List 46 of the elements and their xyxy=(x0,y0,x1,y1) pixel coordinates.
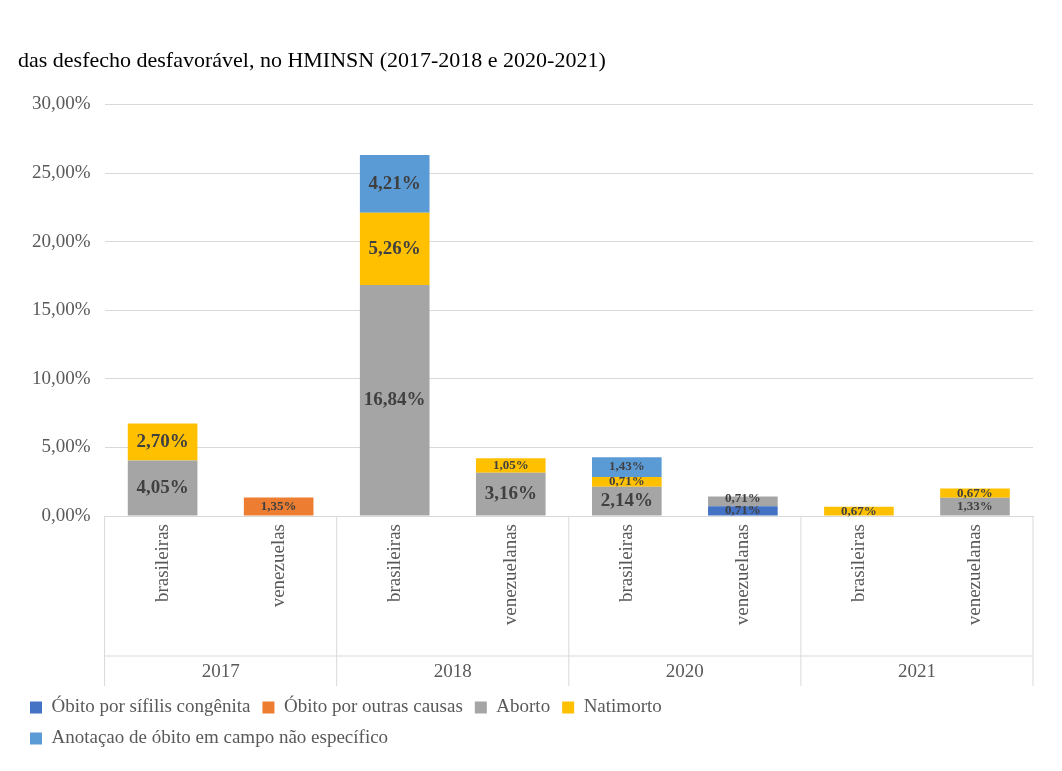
bar xyxy=(359,155,430,213)
x-tick-label: venezuelanas xyxy=(730,524,752,626)
data-label: 0,67% xyxy=(841,502,877,518)
data-label: 5,26% xyxy=(368,236,421,258)
bar xyxy=(592,457,662,477)
text: 2021 xyxy=(897,659,936,681)
data-label: 0,71% xyxy=(608,473,645,489)
data-label: 0,67% xyxy=(957,484,993,500)
legend-label: Natimorto xyxy=(583,695,662,717)
bar xyxy=(127,460,198,516)
legend-label: Óbito por outras causas xyxy=(283,695,463,717)
data-label: 1,43% xyxy=(608,458,645,474)
data-label: 2,14% xyxy=(600,488,653,510)
y-tick-label: 25,00% xyxy=(32,160,91,182)
text: 2017 xyxy=(201,659,240,681)
x-tick-label: venezuelanas xyxy=(498,524,520,626)
data-label: 1,35% xyxy=(260,497,297,513)
bar xyxy=(243,497,314,516)
y-tick-label: 10,00% xyxy=(32,366,91,388)
bar xyxy=(359,284,430,516)
data-label: 1,33% xyxy=(957,497,993,513)
legend-label: Anotaçao de óbito em campo não específico xyxy=(51,726,389,748)
x-tick-label: brasileiras xyxy=(846,524,868,603)
x-tick-label: brasileiras xyxy=(614,524,636,603)
x-tick-label: venezuelanas xyxy=(962,524,984,626)
text: 2020 xyxy=(665,659,704,681)
x-tick-label: brasileiras xyxy=(382,524,404,603)
legend-label: Óbito por sífilis congênita xyxy=(51,695,252,717)
legend-label: Aborto xyxy=(496,695,551,717)
bar xyxy=(359,212,430,285)
data-label: 2,70% xyxy=(136,429,189,451)
y-tick-label: 20,00% xyxy=(32,229,91,251)
x-tick-label: brasileiras xyxy=(150,524,172,603)
y-tick-label: 5,00% xyxy=(41,435,91,457)
y-tick-label: 0,00% xyxy=(41,503,91,525)
text: 2018 xyxy=(433,659,472,681)
data-label: 4,05% xyxy=(136,475,189,497)
y-tick-label: 15,00% xyxy=(32,298,91,320)
chart-title: das desfecho desfavorável, no HMINSN (2017-2018 e 2020-2021) xyxy=(18,46,606,72)
data-label: 1,05% xyxy=(492,456,529,472)
data-label: 3,16% xyxy=(484,481,537,503)
data-label: 4,21% xyxy=(368,171,421,193)
data-label: 16,84% xyxy=(363,388,426,410)
data-label: 0,71% xyxy=(724,502,761,518)
x-tick-label: venezuelas xyxy=(266,524,288,608)
y-tick-label: 30,00% xyxy=(32,92,91,114)
